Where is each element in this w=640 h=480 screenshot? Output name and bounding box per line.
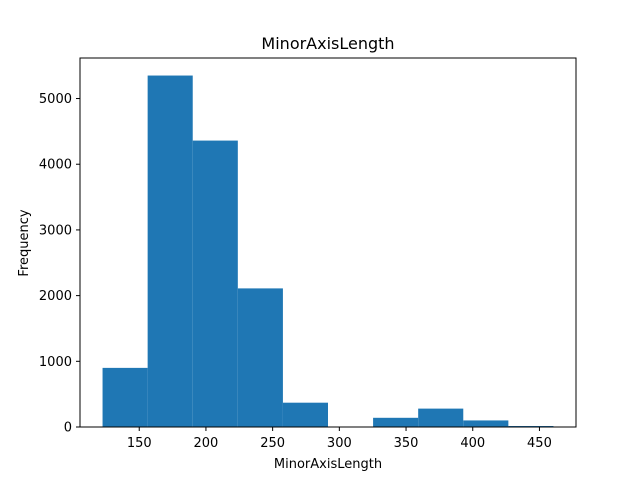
y-tick-label: 1000 <box>39 355 72 370</box>
x-tick-label: 250 <box>260 436 285 451</box>
y-tick-label: 2000 <box>39 289 72 304</box>
x-tick-label: 350 <box>394 436 419 451</box>
x-tick-label: 450 <box>527 436 552 451</box>
histogram-bar-0 <box>102 367 148 427</box>
y-tick-label: 3000 <box>39 223 72 238</box>
x-tick-label: 400 <box>460 436 485 451</box>
x-axis-ticks: 150 200 250 300 350 400 450 <box>127 427 552 451</box>
plot-frame <box>79 57 577 428</box>
histogram-bar-4 <box>282 402 328 427</box>
x-axis-label: MinorAxisLength <box>274 457 382 472</box>
x-tick-label: 150 <box>127 436 152 451</box>
histogram-bar-2 <box>192 140 238 427</box>
histogram-bar-3 <box>237 288 283 427</box>
y-tick-label: 5000 <box>39 92 72 107</box>
histogram-bar-7 <box>418 408 464 427</box>
y-axis-label: Frequency <box>17 209 32 276</box>
chart-title: MinorAxisLength <box>261 34 394 53</box>
y-tick-label: 4000 <box>39 158 72 173</box>
histogram-bar-6 <box>373 417 419 427</box>
x-tick-label: 300 <box>327 436 352 451</box>
histogram-bar-8 <box>463 420 509 427</box>
x-tick-label: 200 <box>194 436 219 451</box>
y-axis-ticks: 0 1000 2000 3000 4000 5000 <box>39 92 80 436</box>
bars-group <box>102 75 554 427</box>
y-tick-label: 0 <box>64 421 72 436</box>
histogram-bar-1 <box>147 75 193 427</box>
